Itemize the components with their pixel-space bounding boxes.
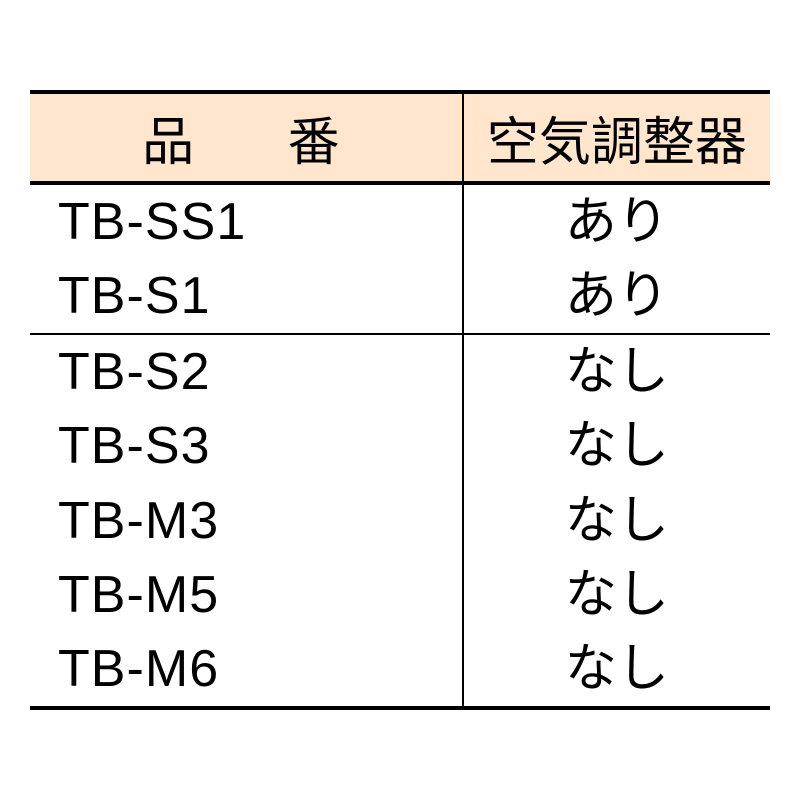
table-row: TB-S2なし	[30, 334, 770, 409]
cell-air-regulator: なし	[463, 334, 770, 409]
table-row: TB-M6なし	[30, 632, 770, 708]
cell-air-regulator: あり	[463, 259, 770, 334]
cell-air-regulator: なし	[463, 409, 770, 483]
product-table: 品番 空気調整器 TB-SS1ありTB-S1ありTB-S2なしTB-S3なしTB…	[30, 90, 770, 710]
header-air-regulator: 空気調整器	[463, 92, 770, 183]
header-product-code: 品番	[30, 92, 463, 183]
table-row: TB-M5なし	[30, 558, 770, 632]
cell-product-code: TB-M6	[30, 632, 463, 708]
table-row: TB-S3なし	[30, 409, 770, 483]
cell-product-code: TB-S2	[30, 334, 463, 409]
cell-product-code: TB-SS1	[30, 183, 463, 259]
table-row: TB-M3なし	[30, 484, 770, 558]
table-body: TB-SS1ありTB-S1ありTB-S2なしTB-S3なしTB-M3なしTB-M…	[30, 183, 770, 708]
product-table-container: 品番 空気調整器 TB-SS1ありTB-S1ありTB-S2なしTB-S3なしTB…	[30, 90, 770, 710]
table-header-row: 品番 空気調整器	[30, 92, 770, 183]
table-row: TB-SS1あり	[30, 183, 770, 259]
cell-product-code: TB-S3	[30, 409, 463, 483]
cell-air-regulator: なし	[463, 632, 770, 708]
cell-product-code: TB-M3	[30, 484, 463, 558]
cell-air-regulator: あり	[463, 183, 770, 259]
cell-air-regulator: なし	[463, 484, 770, 558]
cell-air-regulator: なし	[463, 558, 770, 632]
cell-product-code: TB-S1	[30, 259, 463, 334]
table-row: TB-S1あり	[30, 259, 770, 334]
cell-product-code: TB-M5	[30, 558, 463, 632]
